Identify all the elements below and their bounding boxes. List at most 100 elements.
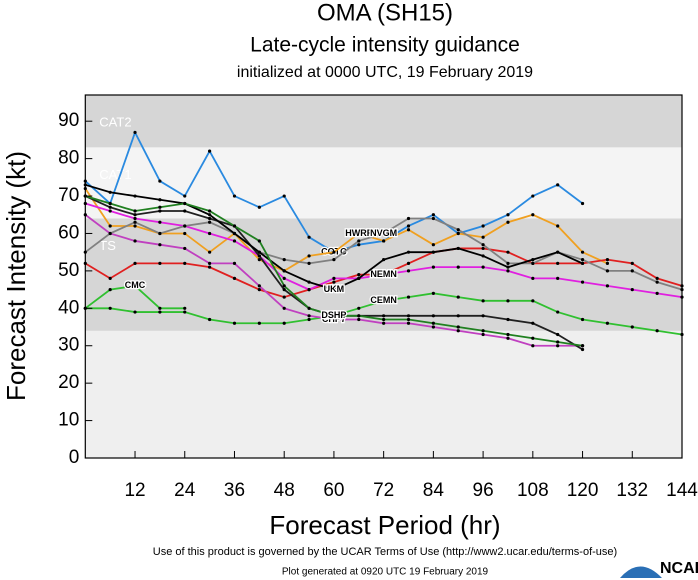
series-point (133, 284, 137, 288)
series-point (282, 194, 286, 198)
series-point (108, 276, 112, 280)
series-point (332, 258, 336, 262)
series-point (158, 231, 162, 236)
series-point (307, 261, 311, 266)
series-point (133, 194, 137, 198)
series-point (307, 280, 311, 284)
series-point (357, 231, 361, 236)
series-point (531, 299, 535, 303)
series-point (108, 190, 112, 194)
series-point (357, 306, 361, 310)
series-point (506, 261, 510, 266)
series-point (630, 261, 634, 266)
series-point (208, 250, 212, 254)
series-point (108, 287, 112, 292)
series-point (481, 299, 485, 303)
series-point (481, 243, 485, 247)
series-point (556, 261, 560, 266)
series-point (257, 205, 261, 209)
series-point (382, 231, 386, 236)
series-point (506, 213, 510, 217)
series-point (183, 224, 187, 228)
x-tick-label: 48 (274, 480, 295, 501)
x-tick-label: 120 (567, 480, 599, 501)
series-point (282, 276, 286, 280)
series-point (456, 325, 460, 329)
series-point (481, 235, 485, 239)
series-point (406, 295, 411, 299)
series-point (232, 231, 237, 236)
series-point (332, 314, 336, 318)
series-point (431, 291, 435, 295)
series-point (282, 306, 286, 310)
series-point (183, 306, 187, 310)
band-label: TS (99, 238, 116, 253)
series-point (456, 314, 460, 318)
series-point (133, 220, 137, 224)
x-tick-label: 84 (423, 480, 445, 501)
series-point (556, 224, 560, 228)
series-point (257, 287, 261, 292)
y-tick-label: 60 (58, 222, 79, 243)
series-point (431, 216, 435, 221)
series-point (158, 220, 162, 224)
series-point (183, 261, 187, 266)
series-point (332, 317, 336, 322)
series-point (133, 310, 137, 314)
series-point (406, 228, 411, 232)
y-tick-label: 70 (58, 185, 79, 206)
series-point (357, 276, 361, 280)
series-point (257, 254, 261, 258)
series-point (431, 250, 435, 254)
series-point (431, 314, 435, 318)
series-point (531, 276, 535, 280)
series-point (183, 246, 187, 251)
generated-text: Plot generated at 0920 UTC 19 February 2… (282, 567, 489, 578)
series-point (556, 340, 560, 344)
series-point (307, 235, 311, 239)
series-point (133, 216, 137, 221)
series-point (108, 205, 112, 209)
series-point (332, 287, 336, 292)
series-point (406, 314, 411, 318)
series-point (108, 231, 112, 236)
series-point (158, 243, 162, 247)
series-point (481, 224, 485, 228)
series-point (382, 258, 386, 262)
series-point (456, 295, 460, 299)
series-point (431, 243, 435, 247)
series-point (282, 269, 286, 273)
series-point (506, 220, 510, 224)
series-point (630, 269, 634, 273)
chart-subtitle: Late-cycle intensity guidance (250, 34, 520, 57)
series-point (382, 239, 386, 243)
series-point (506, 269, 510, 273)
series-point (133, 224, 137, 228)
series-point (232, 321, 237, 325)
chart-title: OMA (SH15) (317, 0, 453, 26)
series-label: NVGM (370, 228, 397, 238)
series-point (605, 269, 610, 273)
series-point (382, 314, 386, 318)
series-point (133, 213, 137, 217)
series-point (307, 254, 311, 258)
y-tick-label: 40 (58, 297, 79, 318)
series-point (357, 317, 361, 322)
series-point (232, 194, 237, 198)
series-point (431, 325, 435, 329)
series-point (208, 317, 212, 322)
x-tick-label: 144 (666, 480, 698, 501)
series-point (307, 314, 311, 318)
series-point (232, 276, 237, 280)
series-point (580, 347, 585, 352)
x-tick-label: 36 (224, 480, 245, 501)
x-tick-label: 24 (174, 480, 196, 501)
series-point (232, 224, 237, 228)
footer: Use of this product is governed by the U… (153, 546, 617, 558)
series-point (406, 321, 411, 325)
series-point (382, 273, 386, 277)
series-point (506, 336, 510, 340)
series-point (382, 317, 386, 322)
logo-mark (620, 566, 662, 578)
series-point (406, 269, 411, 273)
